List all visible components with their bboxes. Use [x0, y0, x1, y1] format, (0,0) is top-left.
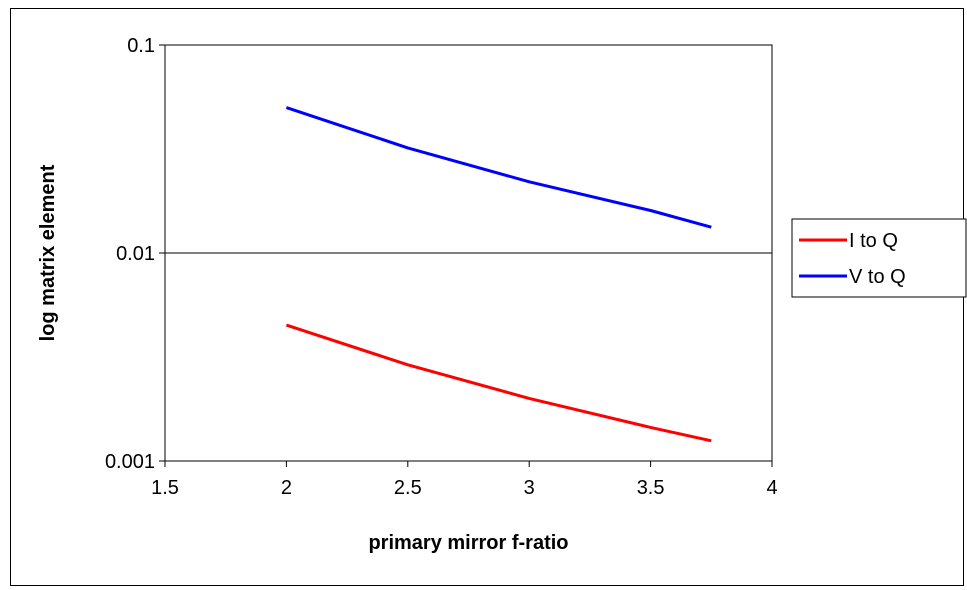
series-line-i-to-q — [285, 323, 712, 443]
y-tick-label: 0.01 — [116, 243, 155, 265]
legend-label: I to Q — [849, 230, 898, 252]
x-tick-label: 4 — [766, 477, 777, 499]
x-axis-title: primary mirror f-ratio — [368, 532, 568, 554]
y-tick-label: 0.001 — [105, 451, 155, 473]
legend-label: V to Q — [849, 266, 906, 288]
x-tick-label: 2 — [281, 477, 292, 499]
x-axis-ticks: 1.5 2 2.5 3 3.5 4 — [151, 461, 778, 499]
x-tick-label: 3 — [524, 477, 535, 499]
y-axis-ticks: 0.1 0.01 0.001 — [105, 35, 165, 473]
y-axis-title: log matrix element — [37, 164, 59, 341]
x-tick-label: 1.5 — [151, 477, 179, 499]
legend: I to Q V to Q — [791, 218, 967, 298]
y-tick-label: 0.1 — [127, 35, 155, 57]
legend-box — [791, 218, 967, 298]
series-line-v-to-q — [285, 106, 712, 229]
gridlines — [165, 44, 772, 462]
x-tick-label: 3.5 — [637, 477, 665, 499]
series-lines — [285, 106, 712, 443]
x-tick-label: 2.5 — [394, 477, 422, 499]
